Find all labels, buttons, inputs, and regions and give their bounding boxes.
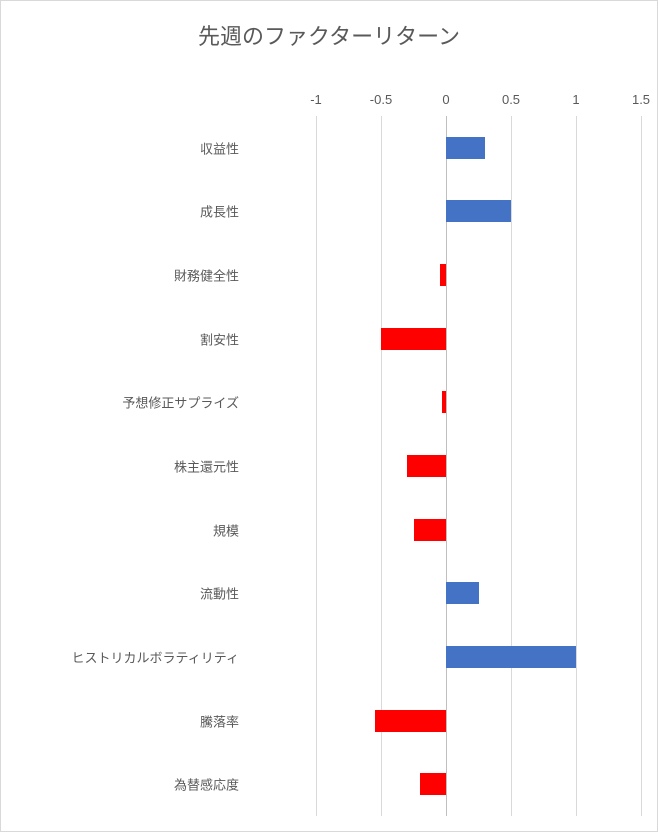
bar <box>446 137 485 159</box>
bar <box>375 710 447 732</box>
category-label: 株主還元性 <box>9 457 239 476</box>
plot-area: -1-0.500.511.5収益性成長性財務健全性割安性予想修正サプライズ株主還… <box>251 116 641 816</box>
category-label: 収益性 <box>9 138 239 157</box>
x-axis-tick-label: -0.5 <box>370 92 392 107</box>
bar <box>381 328 446 350</box>
x-axis-tick-label: 1.5 <box>632 92 650 107</box>
category-label: 規模 <box>9 520 239 539</box>
bar <box>407 455 446 477</box>
bar <box>446 646 576 668</box>
gridline <box>576 116 577 816</box>
x-axis-tick-label: -1 <box>310 92 322 107</box>
category-label: 流動性 <box>9 584 239 603</box>
x-axis-tick-label: 0 <box>442 92 449 107</box>
bar <box>446 200 511 222</box>
gridline <box>316 116 317 816</box>
chart-title: 先週のファクターリターン <box>1 19 657 51</box>
category-label: 成長性 <box>9 202 239 221</box>
gridline <box>641 116 642 816</box>
bar <box>446 582 479 604</box>
gridline <box>511 116 512 816</box>
bar <box>420 773 446 795</box>
category-label: ヒストリカルボラティリティ <box>9 647 239 666</box>
category-label: 為替感応度 <box>9 775 239 794</box>
bar <box>440 264 447 286</box>
category-label: 割安性 <box>9 329 239 348</box>
category-label: 予想修正サプライズ <box>9 393 239 412</box>
category-label: 財務健全性 <box>9 266 239 285</box>
x-axis-tick-label: 0.5 <box>502 92 520 107</box>
x-axis-tick-label: 1 <box>572 92 579 107</box>
bar <box>414 519 447 541</box>
bar <box>442 391 446 413</box>
category-label: 騰落率 <box>9 711 239 730</box>
factor-return-chart: 先週のファクターリターン -1-0.500.511.5収益性成長性財務健全性割安… <box>0 0 658 832</box>
